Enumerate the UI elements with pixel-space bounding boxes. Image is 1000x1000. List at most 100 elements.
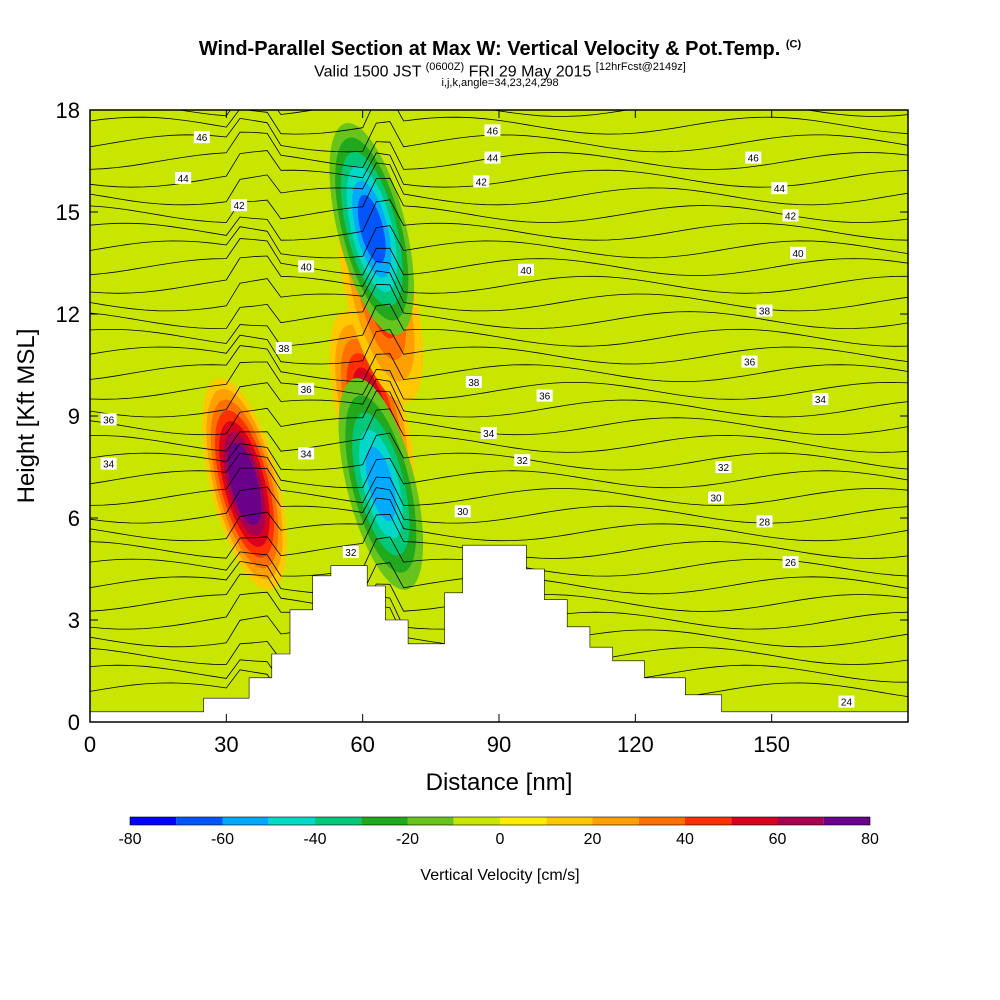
colorbar-swatch (268, 817, 315, 825)
contour-label: 44 (487, 154, 499, 165)
colorbar-label: Vertical Velocity [cm/s] (420, 867, 579, 884)
y-tick-label: 12 (56, 302, 80, 327)
contour-label-bg (342, 546, 359, 558)
colorbar-tick-label: 40 (676, 831, 694, 848)
chart-title: Wind-Parallel Section at Max W: Vertical… (0, 38, 1000, 61)
contour-label-bg (741, 355, 758, 368)
contour-label: 32 (718, 463, 730, 474)
isentrope-line (90, 225, 908, 259)
contour-label: 40 (792, 249, 804, 260)
contour-label: 44 (774, 184, 786, 195)
colorbar-swatch (453, 817, 500, 825)
contour-label: 36 (301, 385, 313, 396)
contour-label: 34 (103, 460, 115, 471)
colorbar-tick-label: 80 (861, 831, 879, 848)
x-tick-label: 90 (487, 732, 511, 757)
contour-label-bg (298, 260, 315, 273)
contour-label: 30 (710, 494, 722, 505)
downdraft-cell (357, 194, 386, 264)
contour-label-bg (771, 182, 788, 195)
contour-label-bg (100, 413, 117, 426)
terrain (90, 544, 908, 722)
y-axis-label: Height [Kft MSL] (13, 329, 40, 504)
contour-label-bg (454, 505, 471, 518)
contour-label-bg (480, 427, 497, 439)
isentrope-line (90, 408, 908, 453)
contour-label: 32 (345, 548, 357, 559)
contour-label-bg (782, 556, 799, 569)
valid-utc: (0600Z) (425, 61, 465, 73)
isentrope-line (90, 345, 908, 383)
contour-label-bg (231, 199, 248, 212)
contour-label: 36 (103, 415, 115, 426)
contour-label-bg (298, 382, 315, 395)
contour-label: 44 (178, 174, 190, 185)
isentrope-line (90, 328, 908, 365)
contour-label: 46 (196, 133, 208, 144)
isentrope-line (90, 497, 908, 542)
contour-label-bg (756, 304, 773, 317)
contour-label-bg (517, 263, 534, 276)
plot-area: 46 44 42 40 38 36 34 32 36 34 46 44 42 40 38 36 34 32 30 46… (90, 110, 908, 722)
isentrope-line (90, 283, 908, 330)
contour-label-bg (473, 175, 490, 188)
contour-label: 40 (520, 266, 532, 277)
forecast-info: [12hrFcst@2149z] (595, 61, 686, 73)
colorbar-swatch (592, 817, 639, 825)
contour-label: 46 (748, 154, 760, 165)
y-tick-label: 18 (56, 98, 80, 123)
contour-label: 32 (517, 456, 529, 467)
isentrope-line (90, 162, 908, 206)
section-params: i,j,k,angle=34,23,24,298 (441, 77, 559, 89)
colorbar-swatch (361, 817, 408, 825)
contour-label-bg (756, 515, 773, 528)
contour-label: 34 (815, 395, 827, 406)
colorbar-tick-label: 20 (584, 831, 602, 848)
contour-label: 46 (487, 126, 499, 137)
isentrope-line (90, 255, 908, 294)
colorbar-swatch (546, 817, 593, 825)
x-axis-label: Distance [nm] (426, 769, 573, 796)
contour-labels: 46 44 42 40 38 36 34 32 36 34 46 44 42 40 38 36 34 32 30 46… (100, 124, 855, 709)
chart-subtitle: Valid 1500 JST (0600Z) FRI 29 May 2015 [… (0, 61, 1000, 81)
colorbar-swatch (176, 817, 223, 825)
contour-label: 38 (278, 344, 290, 355)
valid-date: FRI 29 May 2015 (468, 63, 592, 81)
contour-label-bg (812, 393, 829, 405)
updraft-cell (232, 453, 258, 515)
contour-label: 34 (483, 429, 495, 440)
colorbar-swatch (222, 817, 269, 825)
colorbar-frame (129, 816, 871, 826)
isentrope-line (90, 432, 908, 471)
x-tick-label: 150 (753, 732, 790, 757)
contour-label: 36 (539, 392, 551, 403)
contour-label-bg (465, 376, 482, 388)
velocity-field (202, 123, 424, 590)
colorbar-tick-label: 60 (769, 831, 787, 848)
y-tick-label: 0 (68, 710, 80, 735)
contour-label: 28 (759, 517, 771, 528)
contour-label-bg (175, 172, 192, 184)
colorbar-swatch (777, 817, 824, 825)
contour-label-bg (193, 131, 210, 144)
title-tag: (C) (785, 38, 802, 51)
contour-label: 24 (841, 698, 853, 709)
x-tick-label: 0 (84, 732, 96, 757)
x-tick-label: 60 (350, 732, 374, 757)
colorbar-tick-label: -80 (118, 831, 141, 848)
isentrope-line (90, 390, 908, 436)
contour-label-bg (484, 124, 501, 137)
colorbar-swatch (823, 817, 870, 825)
colorbar-swatch (731, 817, 778, 825)
contour-label: 42 (233, 201, 245, 212)
contour-label-bg (536, 389, 553, 402)
isentrope-line (90, 361, 908, 400)
contour-label: 42 (476, 177, 488, 188)
colorbar-swatch (638, 817, 685, 825)
isentrope-line (90, 199, 908, 241)
colorbar-tick-label: -60 (211, 831, 234, 848)
contour-label-bg (745, 151, 762, 164)
title-text: Wind-Parallel Section at Max W: Vertical… (198, 38, 781, 60)
